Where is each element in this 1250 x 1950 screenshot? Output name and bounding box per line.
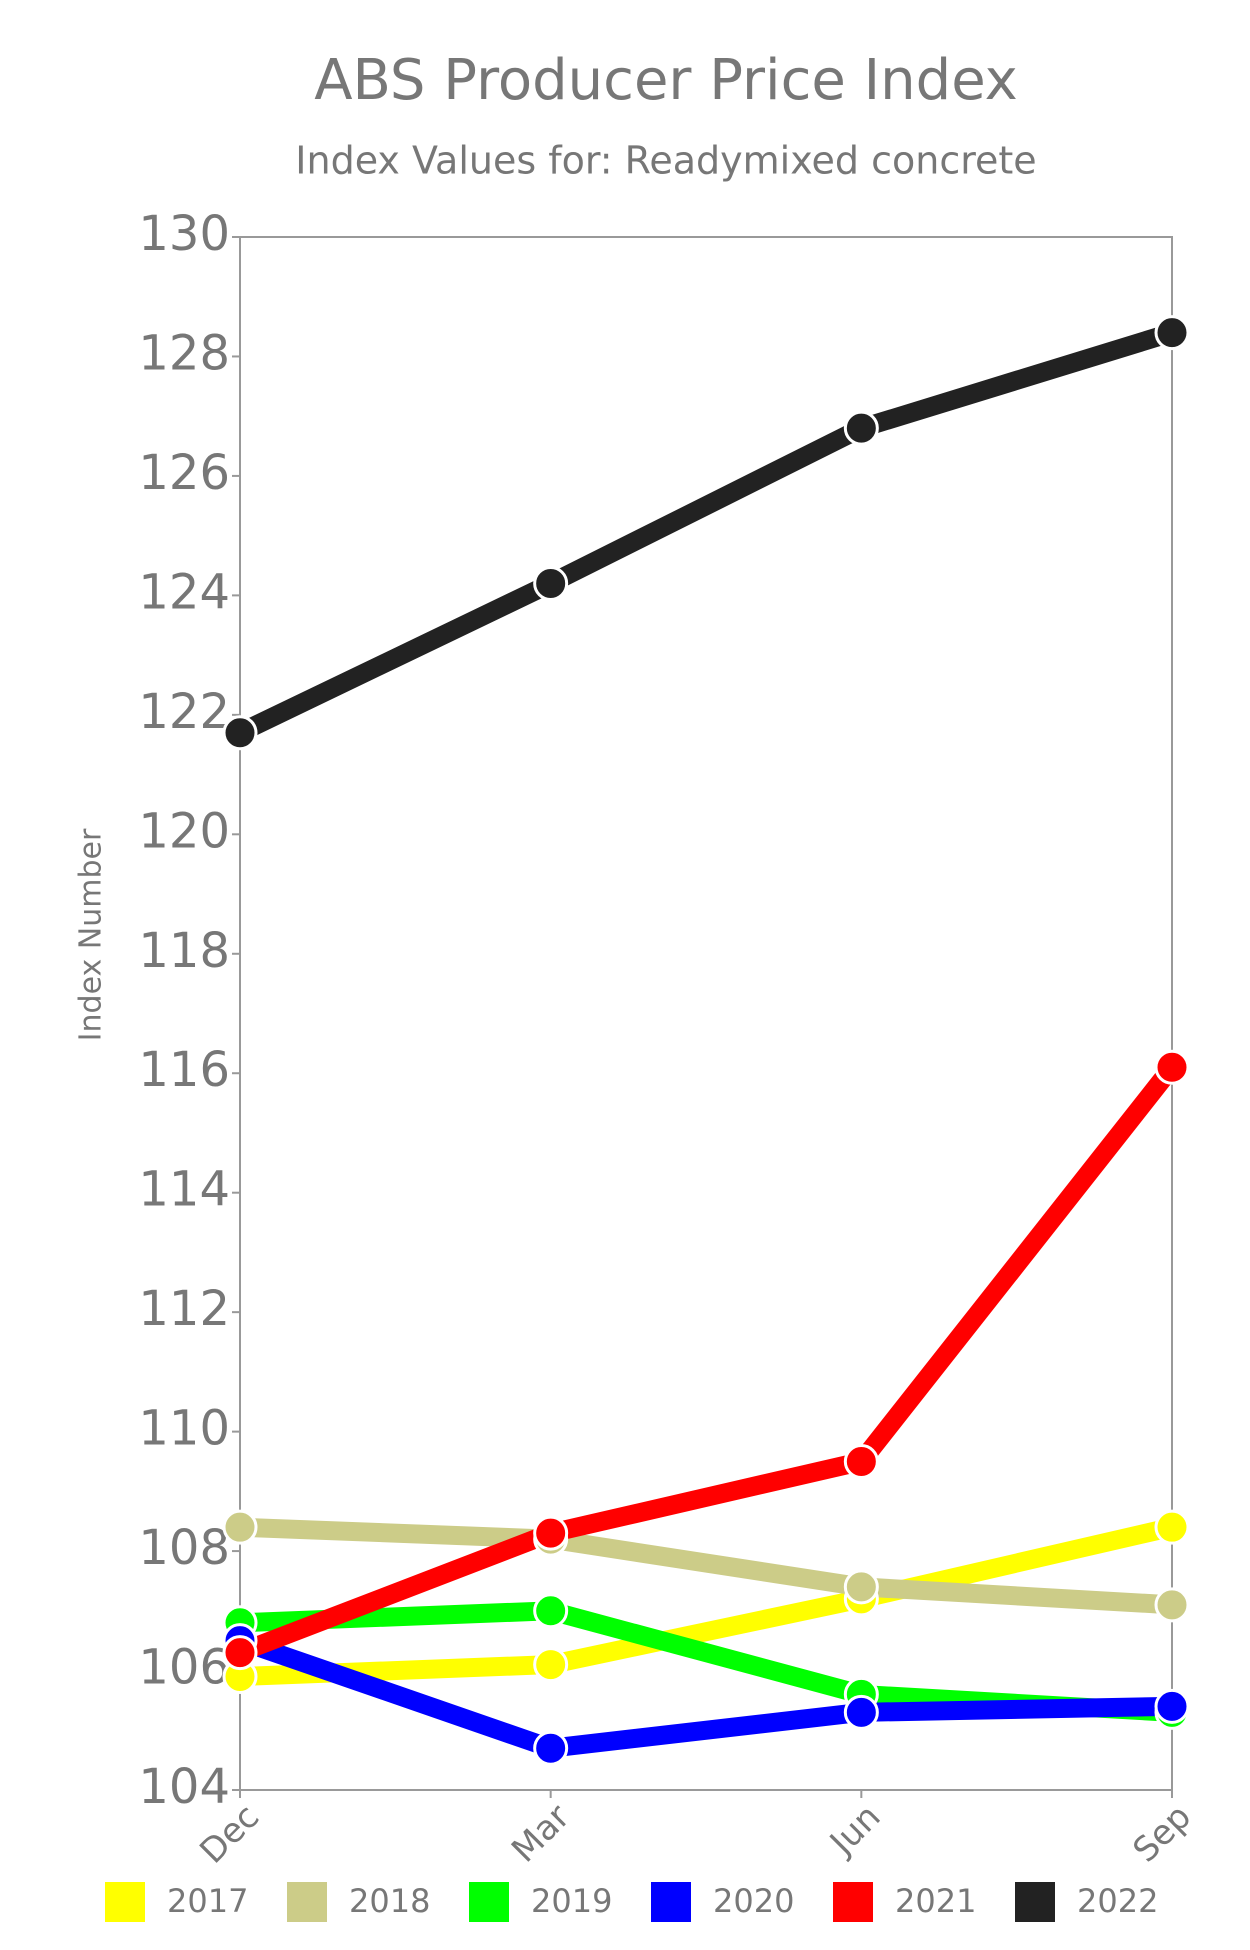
y-tick-label: 110	[138, 1401, 230, 1457]
data-point	[843, 1694, 879, 1730]
y-tick-label: 108	[138, 1520, 230, 1576]
series-line	[236, 1631, 1173, 1758]
chart-title: ABS Producer Price Index	[314, 48, 1018, 113]
data-point	[843, 410, 879, 446]
series-line	[235, 323, 1175, 742]
y-tick-label: 114	[138, 1162, 230, 1218]
legend-swatch	[287, 1882, 327, 1922]
legend-label: 2018	[349, 1882, 430, 1920]
legend-label: 2019	[531, 1882, 612, 1920]
y-tick-label: 106	[138, 1640, 230, 1696]
chart-subtitle: Index Values for: Readymixed concrete	[295, 139, 1036, 183]
data-point	[843, 1443, 879, 1479]
data-point	[533, 565, 569, 601]
y-tick-label: 118	[138, 923, 230, 979]
data-point	[533, 1515, 569, 1551]
x-tick-label: Jun	[821, 1797, 888, 1864]
legend-swatch	[833, 1882, 873, 1922]
y-tick-label: 104	[138, 1759, 230, 1815]
data-point	[222, 1509, 258, 1545]
legend-label: 2021	[895, 1882, 976, 1920]
data-point	[533, 1647, 569, 1683]
x-tick-label: Sep	[1125, 1797, 1199, 1871]
plot-frame	[239, 236, 1173, 1791]
y-axis-label: Index Number	[74, 828, 109, 1041]
data-point	[1154, 1688, 1190, 1724]
y-tick-label: 126	[138, 445, 230, 501]
y-tick-label: 130	[138, 206, 230, 262]
legend-label: 2020	[713, 1882, 794, 1920]
data-point	[222, 715, 258, 751]
data-point	[843, 1569, 879, 1605]
y-tick-label: 112	[138, 1281, 230, 1337]
legend-label: 2017	[167, 1882, 248, 1920]
series-line	[239, 1517, 1175, 1687]
legend-swatch	[651, 1882, 691, 1922]
legend-swatch	[105, 1882, 145, 1922]
data-point	[1154, 315, 1190, 351]
data-point	[222, 1635, 258, 1671]
data-point	[1154, 1049, 1190, 1085]
data-point	[1154, 1587, 1190, 1623]
y-tick-label: 128	[138, 325, 230, 381]
x-tick-label: Mar	[504, 1797, 578, 1871]
series-line	[236, 1061, 1180, 1662]
y-tick-label: 116	[138, 1042, 230, 1098]
series-line	[239, 1517, 1173, 1615]
data-point	[533, 1593, 569, 1629]
y-tick-label: 124	[138, 564, 230, 620]
legend-swatch	[1015, 1882, 1055, 1922]
legend-label: 2022	[1077, 1882, 1158, 1920]
data-point	[533, 1730, 569, 1766]
data-point	[1154, 1509, 1190, 1545]
legend-swatch	[469, 1882, 509, 1922]
y-tick-label: 120	[138, 803, 230, 859]
y-tick-label: 122	[138, 684, 230, 740]
